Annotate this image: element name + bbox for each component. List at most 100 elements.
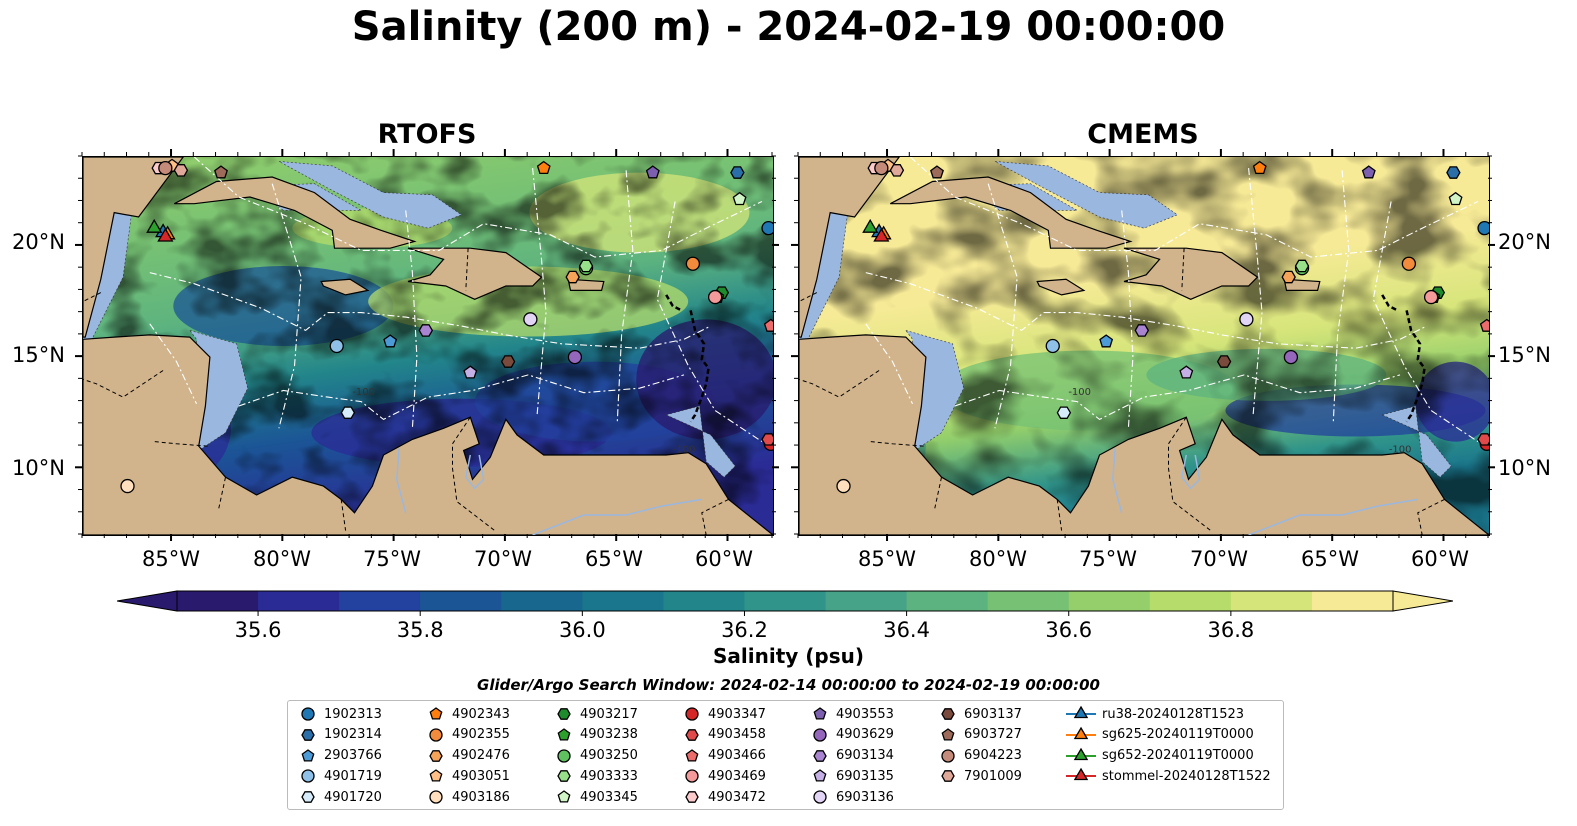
legend-item: sg625-20240119T0000 — [1066, 725, 1254, 745]
legend-label: 4901720 — [324, 789, 382, 805]
legend-item: 6904223 — [938, 746, 1022, 766]
lon-label-right-70: 70°W — [1190, 547, 1248, 571]
legend-marker — [301, 707, 315, 721]
legend-marker-icon — [301, 728, 315, 741]
colorbar-tick-label: 36.4 — [883, 618, 930, 642]
legend-label: 4903466 — [708, 748, 766, 764]
legend-item: 4903250 — [554, 746, 638, 766]
legend-label: 6903134 — [836, 748, 894, 764]
legend-marker — [301, 769, 315, 784]
float-4903333 — [1294, 259, 1310, 273]
contour-label: -100 — [1068, 387, 1091, 398]
legend-label: 4903217 — [580, 706, 638, 722]
legend-item: 7901009 — [938, 766, 1022, 786]
lon-label-left-85: 85°W — [142, 547, 200, 571]
legend-item: 2903766 — [298, 746, 382, 766]
colorbar-segment — [1068, 591, 1151, 611]
legend-item: 4901720 — [298, 787, 382, 807]
float-6903135 — [1179, 365, 1194, 379]
lon-label-right-85: 85°W — [858, 547, 916, 571]
legend-item: stommel-20240128T1522 — [1066, 766, 1271, 786]
lon-label-right-75: 75°W — [1079, 547, 1137, 571]
colorbar-segment — [906, 591, 989, 611]
float-4903345 — [1448, 191, 1463, 206]
colorbar-segment — [258, 591, 340, 611]
legend-marker-icon — [301, 748, 315, 762]
legend-marker-icon — [429, 749, 443, 762]
float-4903629 — [1283, 349, 1299, 365]
legend-marker — [1073, 726, 1089, 739]
legend-label: 4902476 — [452, 748, 510, 764]
legend-item: ru38-20240128T1523 — [1066, 704, 1244, 724]
legend-marker-icon — [429, 728, 443, 742]
map-rtofs: -100 -100 — [82, 156, 774, 536]
legend-marker — [941, 748, 955, 763]
legend-item: 6903137 — [938, 704, 1022, 724]
lat-label-left-10: 10°N — [12, 456, 65, 480]
legend-item: 4903469 — [682, 766, 766, 786]
contour-label: -100 — [1389, 445, 1412, 456]
legend-item: 4903217 — [554, 704, 638, 724]
float-6903137 — [500, 355, 516, 368]
float-6903134 — [418, 324, 434, 337]
legend-label: stommel-20240128T1522 — [1102, 768, 1271, 784]
legend-label: 4903458 — [708, 727, 766, 743]
legend-marker — [557, 727, 571, 741]
legend-item: 4901719 — [298, 766, 382, 786]
legend-marker-icon — [813, 707, 827, 720]
float-2903766 — [383, 334, 398, 348]
legend-item: 1902313 — [298, 704, 382, 724]
legend-marker-icon — [557, 727, 571, 741]
legend-item: 4903347 — [682, 704, 766, 724]
legend-marker-icon — [941, 727, 955, 741]
contour-label: -100 — [352, 387, 375, 398]
colorbar-segment — [825, 591, 908, 611]
legend-item: 4903553 — [810, 704, 894, 724]
lat-label-left-15: 15°N — [12, 343, 65, 367]
legend-label: 1902314 — [324, 727, 382, 743]
glider-stommel-20240128T1522 — [873, 227, 890, 242]
legend-label: 6904223 — [964, 748, 1022, 764]
legend-item: 4903345 — [554, 787, 638, 807]
legend-marker-icon — [813, 749, 827, 762]
legend-marker-icon — [557, 790, 571, 803]
legend-marker-icon — [941, 748, 955, 763]
legend-label: 6903135 — [836, 768, 894, 784]
float-6903136 — [1239, 312, 1254, 327]
legend-label: 6903137 — [964, 706, 1022, 722]
contour-label: -100 — [673, 445, 696, 456]
legend-item: 1902314 — [298, 725, 382, 745]
legend-label: sg652-20240119T0000 — [1102, 748, 1254, 764]
legend-marker — [1073, 747, 1089, 760]
float-4901719 — [329, 338, 344, 354]
colorbar-segment — [177, 591, 259, 611]
legend-marker — [557, 790, 571, 803]
legend-marker — [429, 728, 443, 742]
legend-marker-icon — [685, 748, 699, 762]
legend-marker — [557, 708, 571, 720]
float-6903137 — [1216, 355, 1232, 368]
float-4903186 — [120, 478, 135, 494]
float-4902355 — [685, 256, 701, 271]
float-4902476 — [565, 270, 580, 284]
float-4903466 — [1479, 318, 1489, 332]
legend-marker — [813, 707, 827, 720]
float-4902476 — [1281, 270, 1296, 284]
colorbar-tick-label: 35.6 — [234, 618, 282, 642]
legend-marker — [685, 748, 699, 762]
legend-label: 4902343 — [452, 706, 510, 722]
legend-marker — [429, 749, 443, 762]
float-6903134 — [1134, 324, 1150, 337]
legend-label: 1902313 — [324, 706, 382, 722]
legend-marker — [941, 727, 955, 741]
float-4902355 — [1401, 256, 1417, 271]
legend-item: 4902355 — [426, 725, 510, 745]
colorbar-segment — [582, 591, 664, 611]
legend-label: 4903250 — [580, 748, 638, 764]
legend-marker — [685, 791, 699, 804]
legend-marker — [429, 769, 443, 782]
legend-marker-icon — [429, 790, 443, 804]
legend-item: 4903466 — [682, 746, 766, 766]
legend-label: 4903345 — [580, 789, 638, 805]
colorbar-segment — [339, 591, 421, 611]
